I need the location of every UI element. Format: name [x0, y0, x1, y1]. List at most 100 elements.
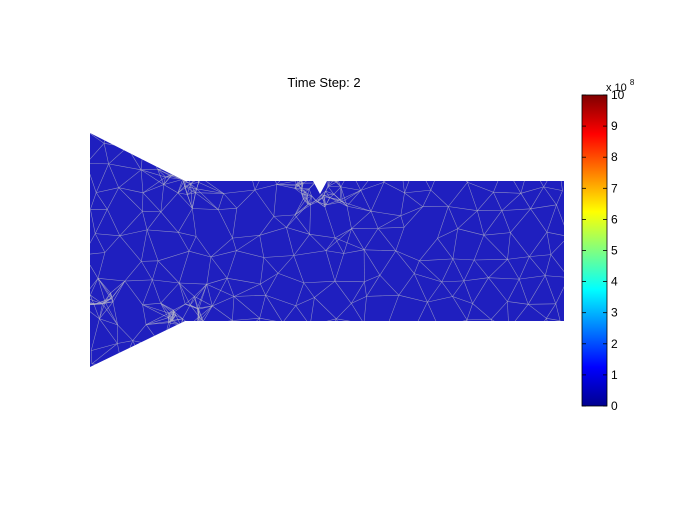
colorbar-tick-label: 2 [611, 337, 618, 351]
mesh-edge [170, 173, 184, 177]
mesh-edge [168, 311, 175, 314]
mesh-edge [545, 133, 553, 142]
mesh-edge [95, 192, 108, 210]
mesh-edge [90, 294, 103, 305]
mesh-edge [233, 133, 246, 138]
mesh-edge [372, 351, 378, 365]
mesh-edge [510, 232, 530, 257]
mesh-edge [546, 139, 564, 142]
mesh-edge [168, 314, 176, 318]
mesh-edge [309, 325, 323, 347]
mesh-edge [472, 133, 491, 143]
mesh-edge [301, 194, 307, 200]
mesh-edge [314, 297, 337, 319]
mesh-edge [404, 192, 423, 207]
mesh-edge [317, 194, 322, 202]
mesh-edge [328, 179, 339, 181]
mesh-edge [174, 303, 186, 313]
mesh-edge [226, 278, 235, 297]
mesh-edge [90, 252, 105, 255]
mesh-edge [338, 344, 349, 366]
mesh-edge [315, 197, 323, 201]
mesh-edge [489, 133, 506, 143]
mesh-edge [327, 176, 339, 181]
mesh-edge [217, 193, 224, 210]
mesh-edge [321, 318, 337, 347]
mesh-edge [265, 273, 279, 296]
mesh-edge [555, 303, 561, 321]
mesh-edge [346, 206, 352, 229]
mesh-edge [363, 322, 389, 324]
mesh-edge [305, 191, 312, 197]
mesh-edge [247, 160, 269, 163]
mesh-edge [90, 294, 91, 305]
mesh-edge [194, 284, 207, 297]
mesh-edge [199, 160, 211, 178]
mesh-edge [186, 183, 191, 195]
mesh-edge [232, 238, 237, 251]
mesh-edge [119, 229, 148, 237]
mesh-edge [196, 182, 199, 189]
mesh-edge [306, 198, 311, 205]
mesh-edge [323, 186, 329, 196]
mesh-edge [185, 296, 195, 305]
mesh-edge [467, 161, 477, 183]
mesh-edge [519, 275, 546, 280]
mesh-edge [294, 179, 301, 189]
colorbar-tick-label: 10 [611, 88, 625, 102]
mesh-edge [427, 281, 443, 303]
mesh-edge [184, 186, 196, 193]
mesh-edge [473, 235, 485, 261]
mesh-edge [441, 281, 453, 297]
mesh-edge [142, 192, 162, 213]
mesh-edge [530, 186, 544, 209]
mesh-edge [132, 340, 147, 367]
mesh-edge [252, 140, 283, 148]
mesh-edge [223, 189, 255, 194]
mesh-edge [488, 277, 520, 280]
colorbar-tick-label: 6 [611, 212, 618, 226]
mesh-edge [313, 170, 323, 175]
mesh-edge [77, 303, 80, 304]
mesh-edge [452, 280, 465, 297]
mesh-edge [305, 133, 322, 139]
mesh-edge [182, 173, 185, 182]
mesh-edge [286, 227, 295, 256]
mesh-edge [439, 319, 468, 329]
mesh-edge [175, 315, 181, 326]
mesh-edge [510, 344, 528, 367]
mesh-edge [178, 282, 186, 305]
mesh-edge [198, 316, 204, 322]
mesh-edge [232, 296, 235, 321]
mesh-edge [90, 209, 96, 234]
mesh-edge [366, 275, 381, 297]
mesh-edge [466, 133, 474, 145]
mesh-edge [141, 229, 148, 262]
mesh-edge [160, 282, 180, 304]
mesh-edge [400, 215, 405, 228]
mesh-edge [527, 341, 553, 346]
mesh-edge [99, 318, 118, 344]
mesh-edge [77, 303, 82, 306]
mesh-edge [90, 302, 95, 305]
mesh-edge [140, 120, 160, 123]
mesh-edge [403, 121, 425, 122]
mesh-edge [321, 194, 323, 199]
mesh-edge [501, 208, 531, 211]
mesh-edge [544, 341, 554, 367]
mesh-edge [182, 138, 202, 165]
mesh-edge [193, 159, 211, 174]
mesh-edge [282, 147, 293, 167]
mesh-edge [203, 305, 213, 322]
mesh-edge [210, 237, 233, 258]
mesh-edge [102, 303, 118, 326]
mesh-edge [520, 186, 544, 194]
mesh-edge [195, 192, 219, 210]
mesh-edge [395, 250, 420, 262]
mesh-edge [124, 279, 153, 282]
mesh-edge [119, 235, 142, 262]
mesh-edge [327, 186, 335, 195]
mesh-edge [483, 232, 511, 236]
mesh-edge [90, 294, 91, 306]
mesh-edge [160, 192, 179, 213]
